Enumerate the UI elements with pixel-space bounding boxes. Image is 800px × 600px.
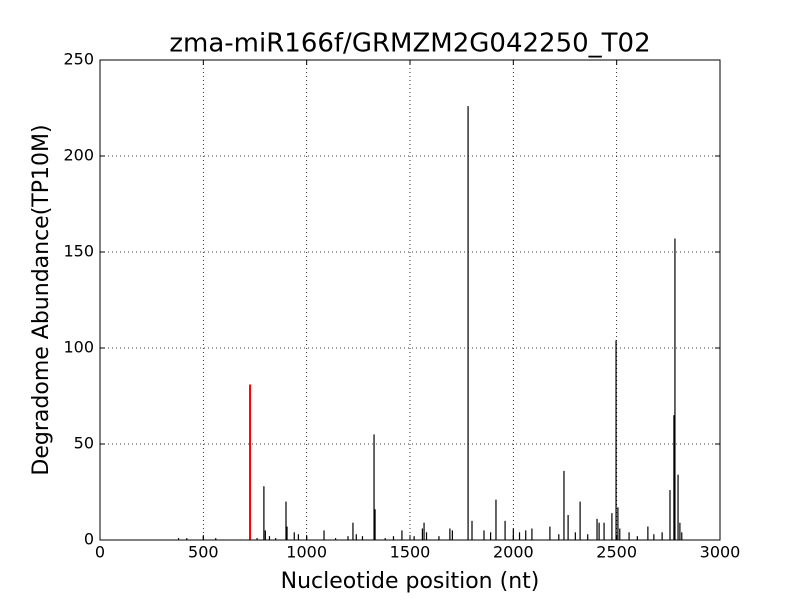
x-tick-label: 3000 (700, 543, 741, 562)
x-tick-label: 1500 (390, 543, 431, 562)
x-tick-label: 500 (188, 543, 219, 562)
y-tick-label: 50 (74, 434, 94, 453)
x-tick-label: 1000 (286, 543, 327, 562)
chart-title: zma-miR166f/GRMZM2G042250_T02 (169, 29, 650, 59)
y-tick-label: 200 (63, 146, 94, 165)
y-axis-label: Degradome Abundance(TP10M) (29, 124, 54, 475)
x-tick-label: 0 (95, 543, 105, 562)
y-tick-label: 100 (63, 338, 94, 357)
y-tick-label: 150 (63, 242, 94, 261)
x-tick-label: 2000 (493, 543, 534, 562)
y-tick-label: 0 (84, 530, 94, 549)
x-tick-label: 2500 (596, 543, 637, 562)
x-axis-label: Nucleotide position (nt) (281, 569, 540, 594)
plot-frame (99, 59, 721, 541)
y-tick-label: 250 (63, 50, 94, 69)
